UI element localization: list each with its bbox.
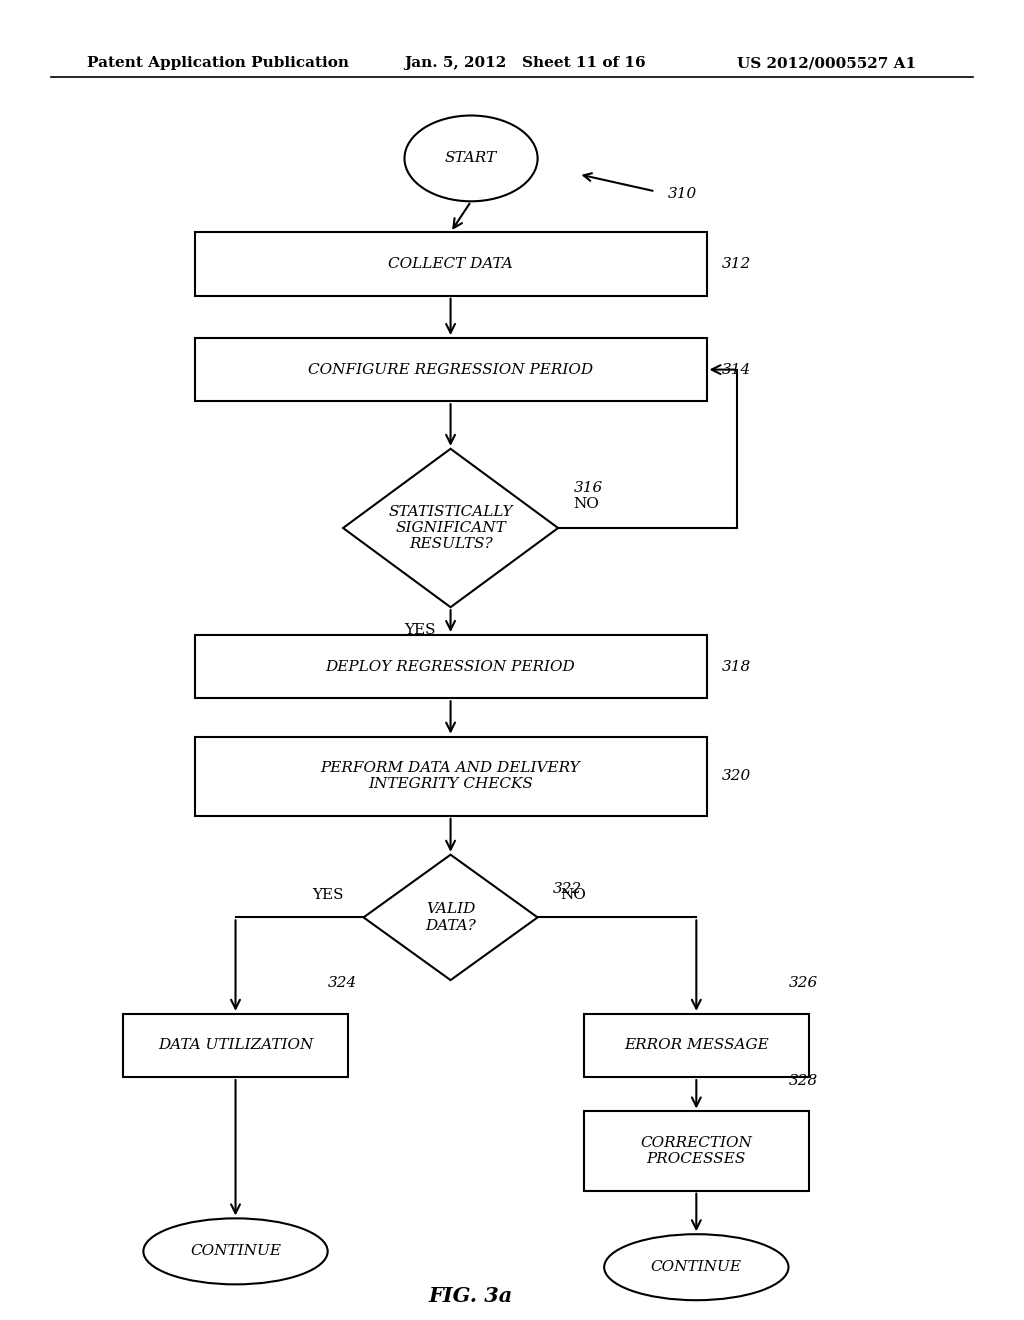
Text: STATISTICALLY
SIGNIFICANT
RESULTS?: STATISTICALLY SIGNIFICANT RESULTS? bbox=[388, 504, 513, 552]
Text: 310: 310 bbox=[668, 187, 697, 201]
Bar bbox=[195, 737, 707, 816]
Text: 326: 326 bbox=[788, 975, 818, 990]
Bar bbox=[195, 338, 707, 401]
Text: YES: YES bbox=[312, 887, 343, 902]
Text: ERROR MESSAGE: ERROR MESSAGE bbox=[624, 1039, 769, 1052]
Bar bbox=[123, 1014, 348, 1077]
Text: START: START bbox=[445, 152, 497, 165]
Text: 316: 316 bbox=[573, 482, 603, 495]
Text: 318: 318 bbox=[722, 660, 752, 673]
Text: CONTINUE: CONTINUE bbox=[651, 1261, 741, 1274]
Ellipse shape bbox=[404, 116, 538, 202]
Text: Patent Application Publication: Patent Application Publication bbox=[87, 57, 349, 70]
Text: PERFORM DATA AND DELIVERY
INTEGRITY CHECKS: PERFORM DATA AND DELIVERY INTEGRITY CHEC… bbox=[321, 762, 581, 791]
Text: 328: 328 bbox=[788, 1073, 818, 1088]
Bar bbox=[584, 1014, 809, 1077]
Text: 314: 314 bbox=[722, 363, 752, 376]
Polygon shape bbox=[343, 449, 558, 607]
Ellipse shape bbox=[143, 1218, 328, 1284]
Text: CONFIGURE REGRESSION PERIOD: CONFIGURE REGRESSION PERIOD bbox=[308, 363, 593, 376]
Ellipse shape bbox=[604, 1234, 788, 1300]
Bar bbox=[584, 1111, 809, 1191]
Bar bbox=[195, 232, 707, 296]
Text: NO: NO bbox=[573, 498, 599, 511]
Text: 312: 312 bbox=[722, 257, 752, 271]
Text: COLLECT DATA: COLLECT DATA bbox=[388, 257, 513, 271]
Text: VALID
DATA?: VALID DATA? bbox=[425, 903, 476, 932]
Text: 324: 324 bbox=[328, 975, 357, 990]
Text: DEPLOY REGRESSION PERIOD: DEPLOY REGRESSION PERIOD bbox=[326, 660, 575, 673]
Text: CONTINUE: CONTINUE bbox=[190, 1245, 281, 1258]
Text: CORRECTION
PROCESSES: CORRECTION PROCESSES bbox=[640, 1137, 753, 1166]
Text: US 2012/0005527 A1: US 2012/0005527 A1 bbox=[737, 57, 916, 70]
Text: FIG. 3a: FIG. 3a bbox=[429, 1286, 513, 1307]
Text: 322: 322 bbox=[553, 882, 583, 896]
Text: YES: YES bbox=[404, 623, 435, 638]
Text: 320: 320 bbox=[722, 770, 752, 783]
Text: Jan. 5, 2012   Sheet 11 of 16: Jan. 5, 2012 Sheet 11 of 16 bbox=[404, 57, 646, 70]
Text: DATA UTILIZATION: DATA UTILIZATION bbox=[158, 1039, 313, 1052]
Bar bbox=[195, 635, 707, 698]
Text: NO: NO bbox=[560, 887, 587, 902]
Polygon shape bbox=[364, 855, 538, 979]
